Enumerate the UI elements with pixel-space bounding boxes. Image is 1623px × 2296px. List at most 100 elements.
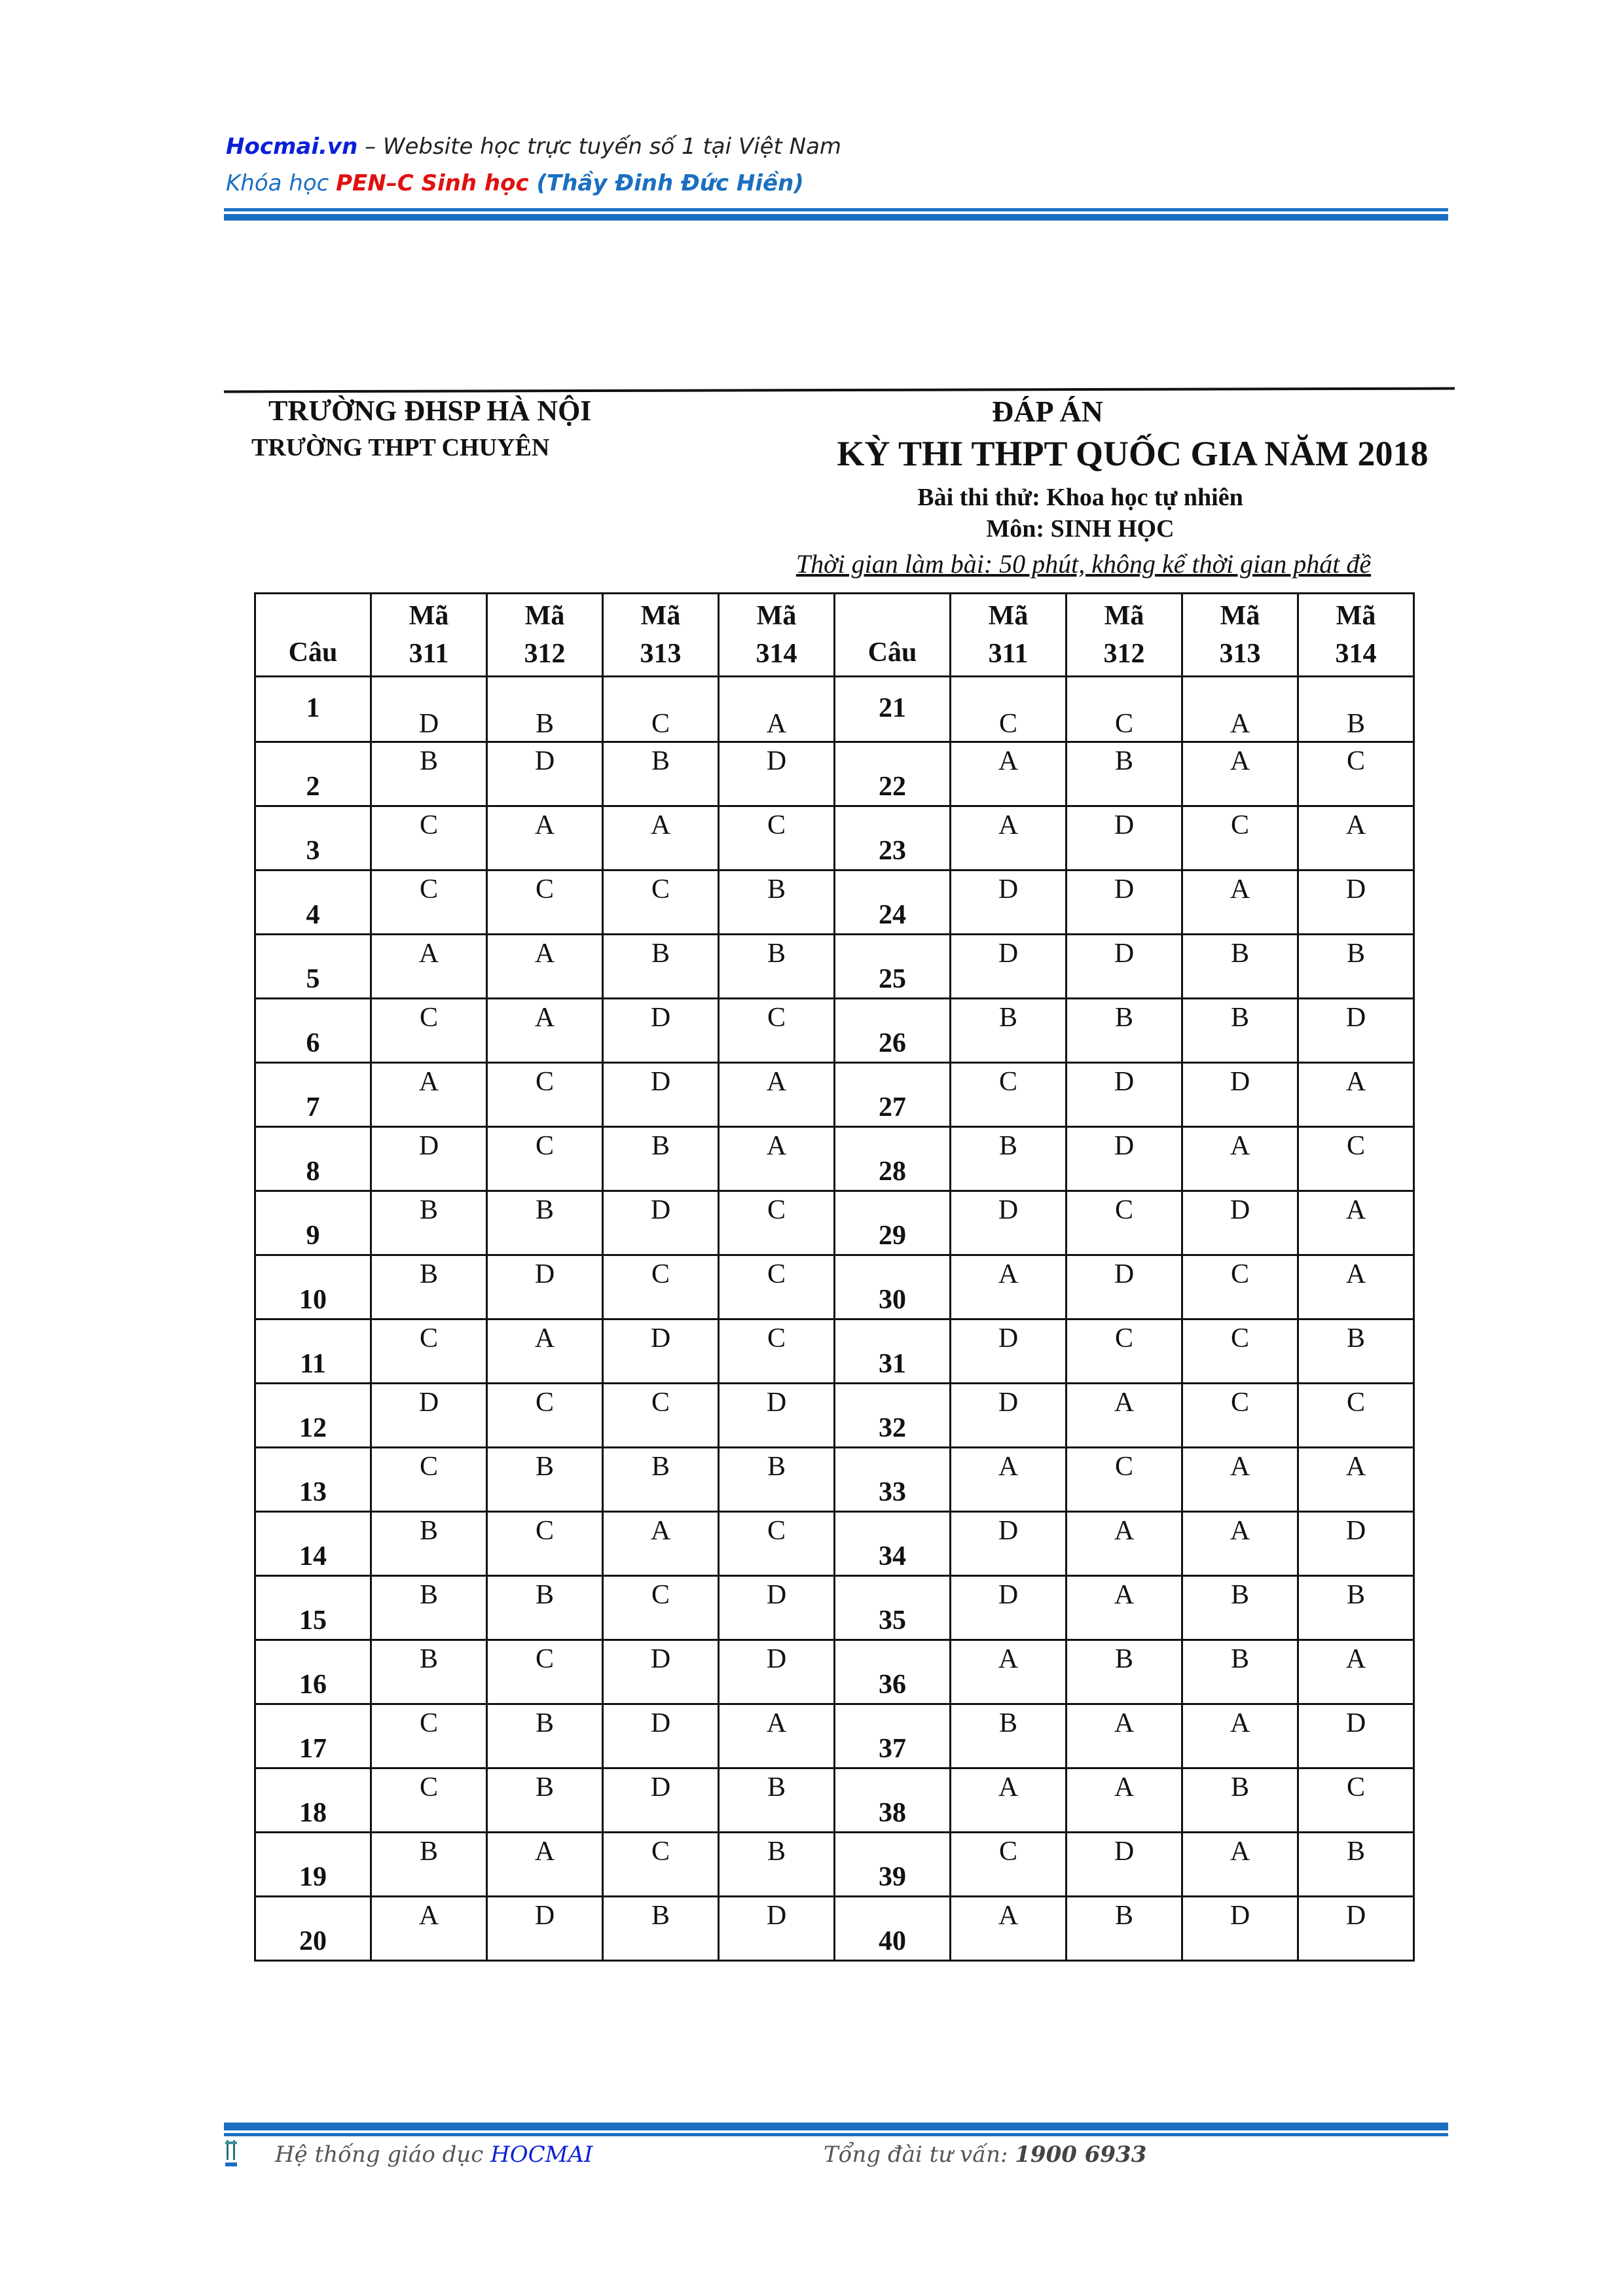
question-number: 32 <box>833 1382 951 1448</box>
question-number: 37 <box>833 1703 951 1769</box>
answer-cell: D <box>949 869 1067 935</box>
answer-cell: C <box>370 1318 488 1384</box>
answer-cell: A <box>486 933 604 999</box>
question-number: 21 <box>833 675 951 743</box>
subschool-name: TRƯỜNG THPT CHUYÊN <box>251 434 550 461</box>
answer-cell: A <box>370 1895 488 1962</box>
answer-cell: B <box>486 1190 604 1256</box>
answer-cell: D <box>1181 1190 1299 1256</box>
answer-cell: C <box>949 1831 1067 1897</box>
answer-cell: B <box>1181 1767 1299 1833</box>
code-prefix: Mã <box>1220 601 1260 631</box>
answer-cell: C <box>718 1190 835 1256</box>
table-row: 3 C A A C 23 A D C A <box>254 805 1415 871</box>
question-number: 2 <box>254 741 372 807</box>
question-number: 20 <box>254 1895 372 1962</box>
answer-cell: D <box>370 675 488 743</box>
answer-cell: B <box>602 741 720 807</box>
question-number: 24 <box>833 869 951 935</box>
answer-cell: C <box>1297 1126 1415 1192</box>
table-row: 8 D C B A 28 B D A C <box>254 1126 1415 1192</box>
answer-cell: C <box>370 1767 488 1833</box>
test-name: Bài thi thử: Khoa học tự nhiên <box>917 484 1243 511</box>
footer-divider <box>224 2133 1448 2136</box>
answer-cell: A <box>718 675 835 743</box>
answer-cell: A <box>486 1831 604 1897</box>
answer-cell: C <box>602 1382 720 1448</box>
answer-cell: B <box>602 1895 720 1962</box>
answer-cell: C <box>486 1382 604 1448</box>
question-number: 9 <box>254 1190 372 1256</box>
header-cau: Câu <box>254 592 372 677</box>
answer-cell: C <box>486 869 604 935</box>
hotline-number: 1900 6933 <box>1015 2142 1147 2168</box>
answer-cell: B <box>718 1446 835 1513</box>
answer-cell: C <box>486 1511 604 1577</box>
answer-cell: D <box>1065 1126 1183 1192</box>
answer-cell: D <box>949 1318 1067 1384</box>
answer-cell: C <box>602 1575 720 1641</box>
answer-cell: D <box>718 1639 835 1705</box>
question-number: 31 <box>833 1318 951 1384</box>
answer-cell: B <box>1065 1639 1183 1705</box>
answer-cell: A <box>949 1895 1067 1962</box>
answer-cell: B <box>1297 933 1415 999</box>
answer-cell: C <box>718 1511 835 1577</box>
answer-cell: C <box>1297 1767 1415 1833</box>
answer-cell: B <box>370 1831 488 1897</box>
answer-cell: D <box>602 1190 720 1256</box>
answer-cell: C <box>718 997 835 1064</box>
answer-cell: A <box>1297 1639 1415 1705</box>
question-number: 28 <box>833 1126 951 1192</box>
answer-cell: A <box>370 1062 488 1128</box>
question-number: 39 <box>833 1831 951 1897</box>
question-number: 33 <box>833 1446 951 1513</box>
answer-cell: D <box>602 1703 720 1769</box>
header-code-313: Mã 313 <box>1181 592 1299 677</box>
question-number: 7 <box>254 1062 372 1128</box>
header-code-313: Mã 313 <box>602 592 720 677</box>
footer-brand-link[interactable]: HOCMAI <box>490 2142 593 2168</box>
answer-cell: A <box>1065 1511 1183 1577</box>
header-site-line: Hocmai.vn – Website học trực tuyến số 1 … <box>226 134 841 160</box>
footer-system-label: Hệ thống giáo dục <box>275 2142 491 2168</box>
answer-cell: B <box>486 1703 604 1769</box>
table-row: 17 C B D A 37 B A A D <box>254 1703 1415 1769</box>
answer-cell: A <box>1181 1511 1299 1577</box>
question-number: 1 <box>254 675 372 743</box>
footer-system: Hệ thống giáo dục HOCMAI <box>275 2142 593 2168</box>
site-tagline: – Website học trực tuyến số 1 tại Việt N… <box>357 134 842 160</box>
answer-cell: D <box>602 1767 720 1833</box>
header-cau: Câu <box>833 592 951 677</box>
header-divider <box>224 208 1448 211</box>
answer-cell: C <box>486 1062 604 1128</box>
answer-cell: D <box>370 1382 488 1448</box>
answer-cell: D <box>949 1382 1067 1448</box>
answer-cell: A <box>949 741 1067 807</box>
answer-cell: B <box>949 997 1067 1064</box>
site-link[interactable]: Hocmai.vn <box>226 134 358 160</box>
table-row: 11 C A D C 31 D C C B <box>254 1318 1415 1384</box>
question-number: 19 <box>254 1831 372 1897</box>
answer-cell: D <box>1065 1254 1183 1320</box>
answer-cell: A <box>1065 1767 1183 1833</box>
answer-cell: C <box>1181 805 1299 871</box>
answer-cell: C <box>370 1703 488 1769</box>
answer-cell: D <box>602 1639 720 1705</box>
answer-cell: B <box>486 1767 604 1833</box>
answer-cell: D <box>949 1575 1067 1641</box>
answer-cell: D <box>1065 1062 1183 1128</box>
answer-cell: C <box>1297 741 1415 807</box>
question-number: 8 <box>254 1126 372 1192</box>
answer-cell: A <box>949 805 1067 871</box>
answer-cell: D <box>486 1254 604 1320</box>
answer-cell: B <box>1065 997 1183 1064</box>
answer-cell: D <box>1065 869 1183 935</box>
code-prefix: Mã <box>988 601 1029 631</box>
question-number: 3 <box>254 805 372 871</box>
answer-cell: B <box>370 741 488 807</box>
answer-cell: D <box>1297 1511 1415 1577</box>
table-row: 12 D C C D 32 D A C C <box>254 1382 1415 1448</box>
code-number: 314 <box>756 639 797 669</box>
question-number: 18 <box>254 1767 372 1833</box>
